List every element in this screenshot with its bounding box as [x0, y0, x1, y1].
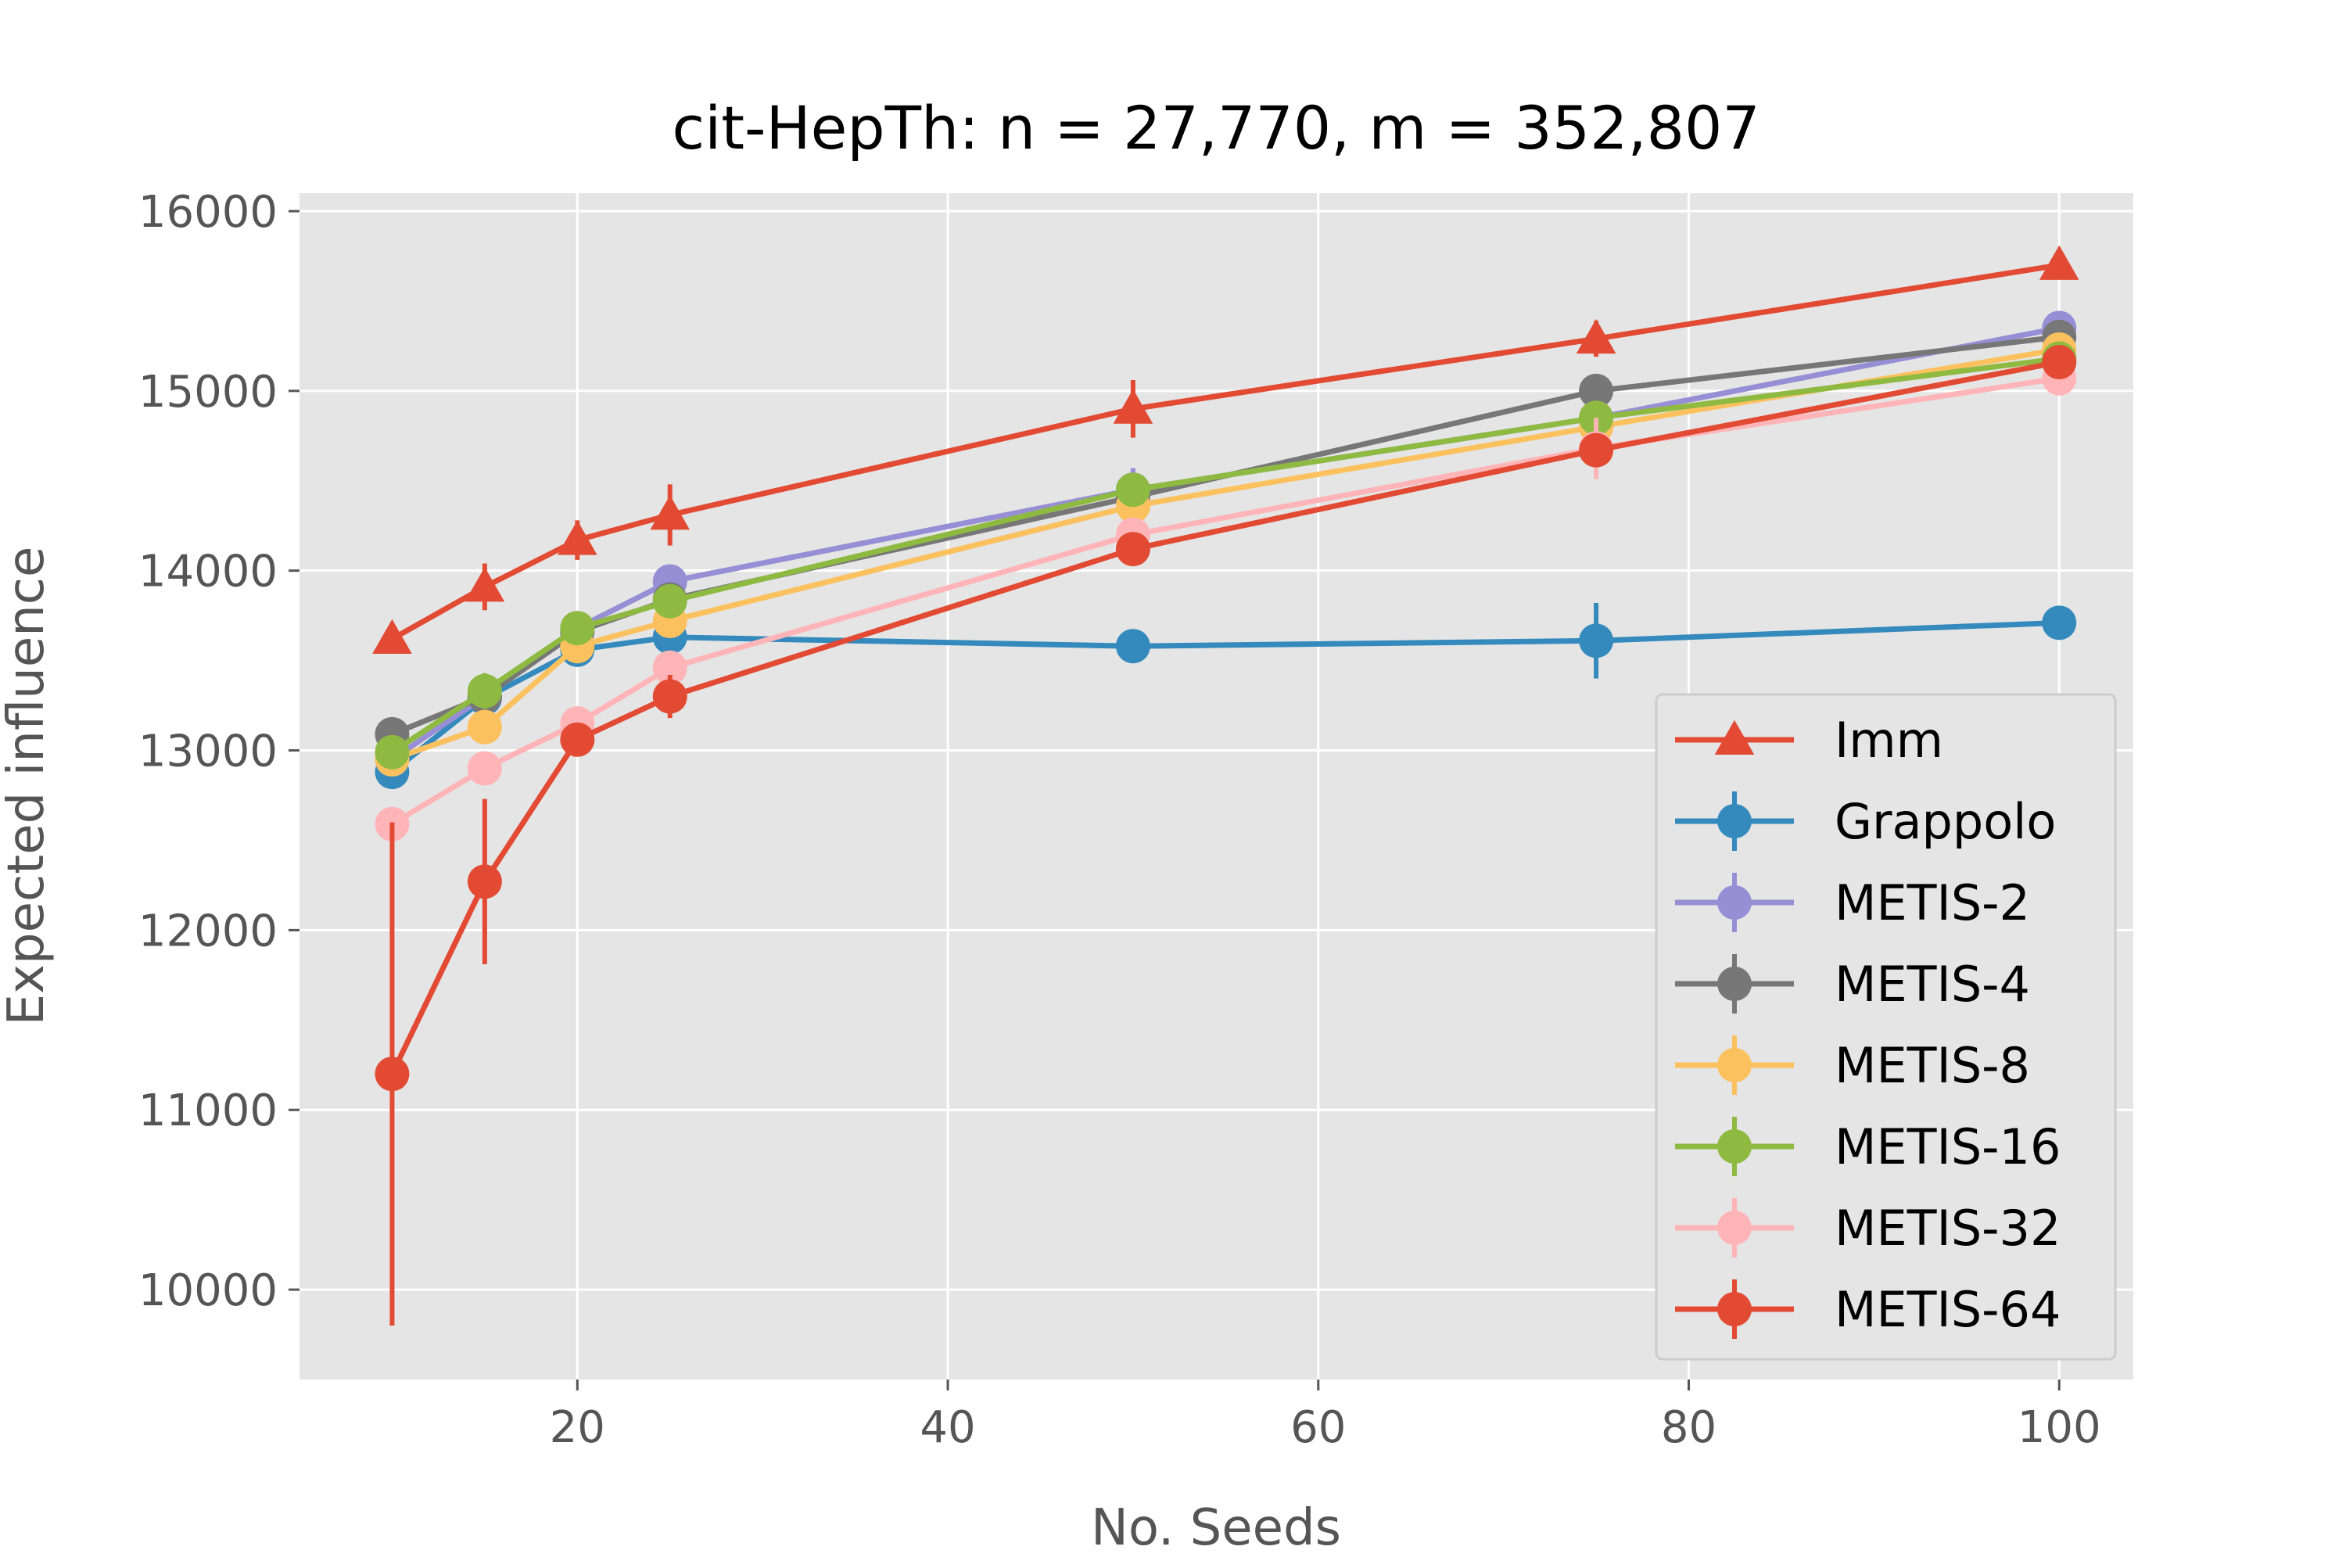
- data-point-imm: [558, 520, 597, 555]
- x-axis-label: No. Seeds: [1091, 1499, 1341, 1557]
- x-tick-label: 80: [1661, 1402, 1716, 1453]
- data-point-grappolo: [1115, 629, 1150, 664]
- data-point-metis-64: [560, 722, 595, 757]
- data-point-metis-64: [652, 679, 687, 714]
- x-tick-label: 60: [1290, 1402, 1346, 1453]
- data-point-metis-32: [652, 650, 687, 685]
- data-point-metis-64: [1579, 432, 1614, 468]
- ticks: 20 40 60 80 100 10000 11000 12000 13000 14000 1500…: [138, 187, 2101, 1453]
- legend-marker-metis-32: [1717, 1211, 1752, 1245]
- legend: Imm Grappolo METIS-2 METIS-4 METIS-8 METIS-16…: [1655, 693, 2117, 1361]
- series-imm: [372, 245, 2079, 654]
- series-layer: [372, 245, 2079, 1326]
- legend-marker-grappolo: [1717, 804, 1752, 838]
- data-point-metis-64: [467, 864, 502, 899]
- legend-label-metis-8: METIS-8: [1835, 1037, 2030, 1094]
- x-tick-label: 100: [2018, 1402, 2101, 1453]
- data-point-imm: [650, 495, 691, 530]
- data-point-metis-16: [1115, 472, 1150, 508]
- legend-marker-metis-16: [1717, 1129, 1752, 1164]
- data-point-imm: [1576, 318, 1616, 354]
- legend-label-grappolo: Grappolo: [1835, 793, 2056, 850]
- data-point-metis-16: [652, 583, 687, 619]
- y-tick-label: 14000: [138, 547, 278, 597]
- data-point-imm: [2039, 245, 2079, 280]
- data-point-imm: [372, 619, 412, 654]
- legend-label-metis-32: METIS-32: [1835, 1200, 2061, 1257]
- legend-label-metis-4: METIS-4: [1835, 956, 2030, 1013]
- legend-marker-metis-8: [1717, 1048, 1752, 1082]
- legend-label-metis-64: METIS-64: [1835, 1281, 2061, 1338]
- legend-label-metis-2: METIS-2: [1835, 874, 2030, 931]
- legend-label-imm: Imm: [1835, 712, 1943, 769]
- data-point-grappolo: [2042, 605, 2077, 640]
- data-point-metis-64: [375, 1057, 410, 1092]
- data-point-metis-32: [467, 751, 502, 786]
- data-point-metis-64: [2042, 345, 2077, 380]
- data-point-grappolo: [1579, 623, 1614, 658]
- legend-box: [1655, 693, 2117, 1361]
- y-tick-label: 12000: [138, 906, 278, 956]
- legend-marker-metis-64: [1717, 1292, 1752, 1326]
- data-point-metis-64: [1115, 532, 1150, 567]
- y-tick-label: 16000: [138, 187, 278, 238]
- legend-label-metis-16: METIS-16: [1835, 1118, 2061, 1175]
- data-point-metis-8: [467, 709, 502, 745]
- data-point-metis-4: [1579, 373, 1614, 408]
- legend-marker-metis-2: [1717, 885, 1752, 920]
- data-point-imm: [465, 567, 505, 602]
- y-tick-label: 15000: [138, 367, 278, 418]
- data-point-metis-16: [375, 734, 410, 770]
- x-tick-label: 20: [550, 1402, 605, 1453]
- legend-marker-metis-4: [1717, 967, 1752, 1001]
- y-tick-label: 13000: [138, 727, 278, 777]
- data-point-imm: [1113, 389, 1153, 424]
- chart-title: cit-HepTh: n = 27,770, m = 352,807: [672, 93, 1760, 163]
- y-tick-label: 10000: [138, 1265, 278, 1316]
- series-metis-64: [375, 345, 2077, 1326]
- data-point-metis-16: [560, 611, 595, 646]
- legend-marker-imm: [1714, 719, 1755, 755]
- data-point-metis-16: [467, 673, 502, 709]
- y-tick-label: 11000: [138, 1085, 278, 1136]
- y-axis-label: Expected influence: [0, 547, 56, 1026]
- x-tick-label: 40: [920, 1402, 975, 1453]
